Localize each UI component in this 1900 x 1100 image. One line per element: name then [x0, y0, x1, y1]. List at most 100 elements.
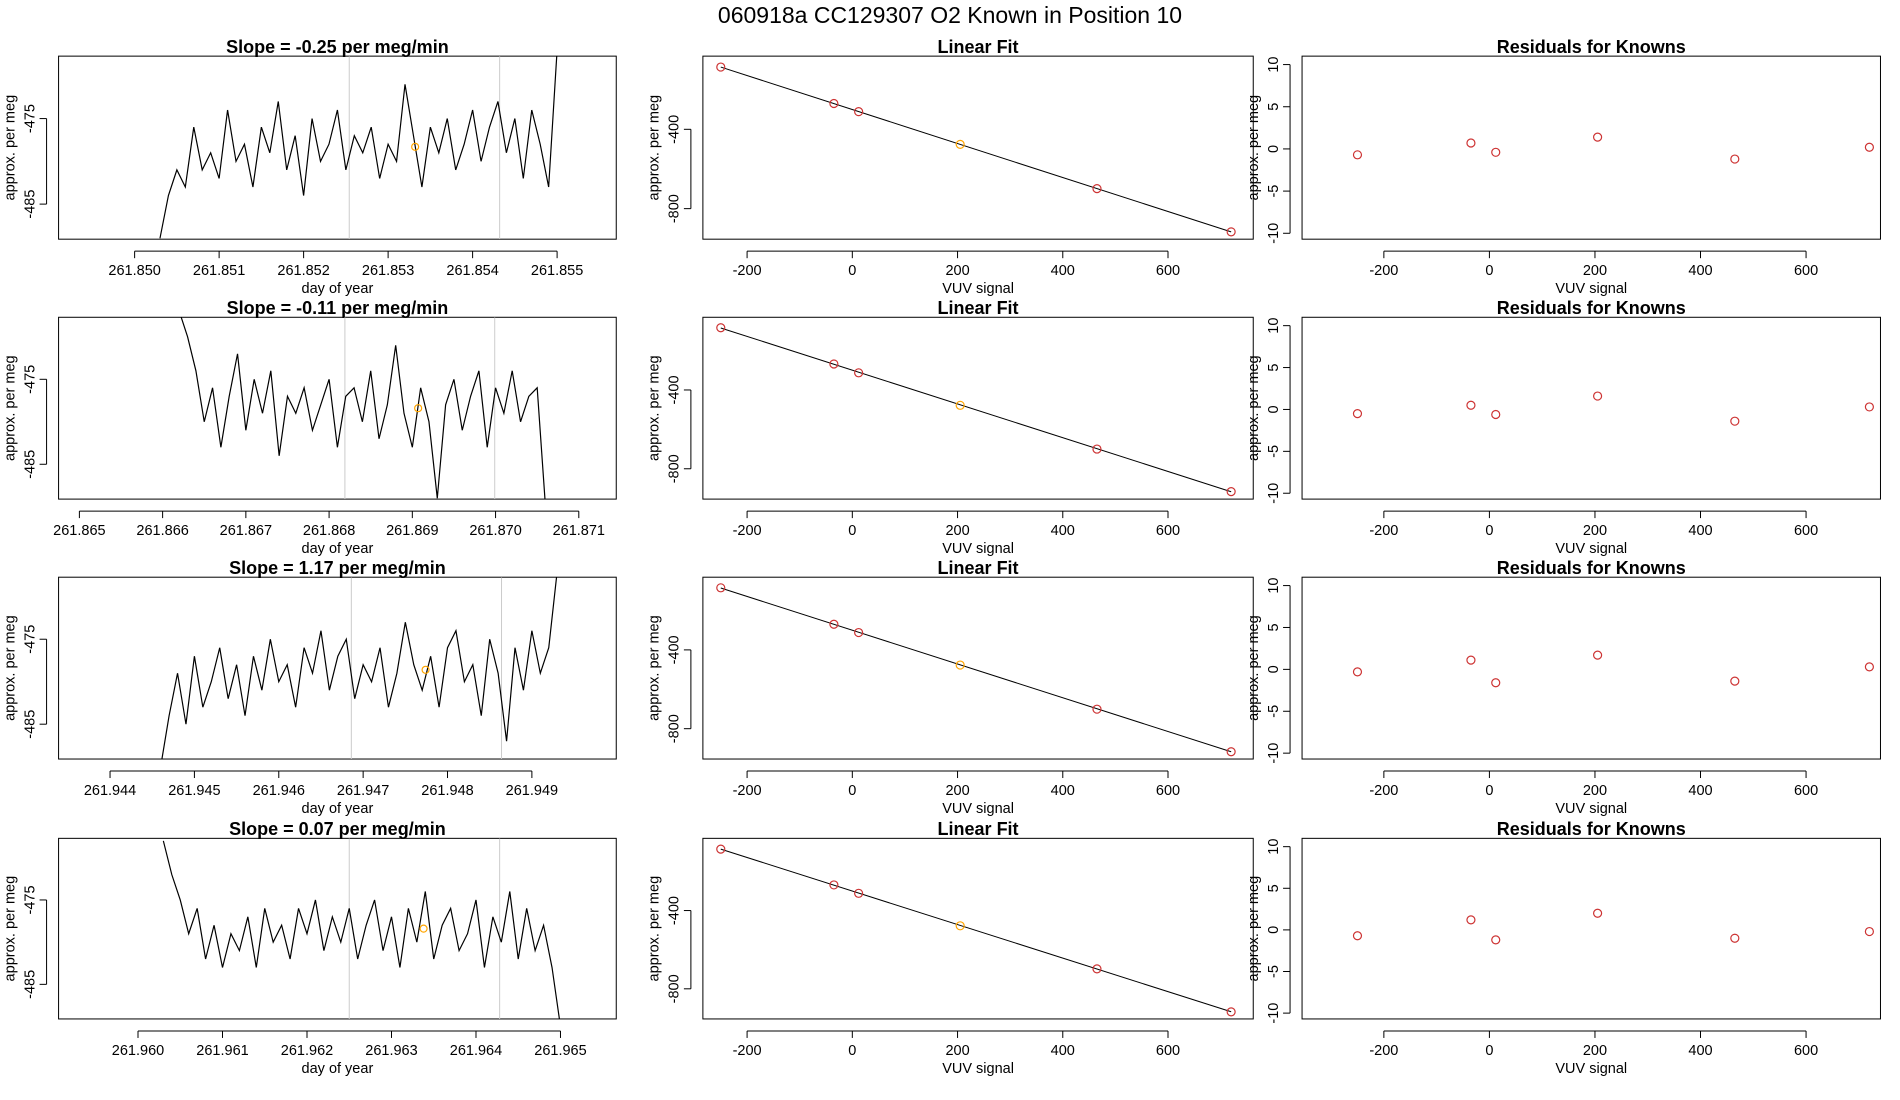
x-axis-label: day of year — [302, 541, 374, 557]
point — [1730, 933, 1740, 943]
x-tick-label: 600 — [1156, 523, 1180, 539]
x-tick-label: 261.960 — [112, 1043, 164, 1059]
plot-area — [180, 317, 546, 500]
point — [955, 139, 965, 149]
y-tick-label: -485 — [22, 970, 38, 999]
point — [1864, 662, 1874, 672]
x-tick-label: 600 — [1794, 523, 1818, 539]
y-tick-label: -400 — [667, 375, 683, 404]
fit-line — [720, 327, 1232, 493]
x-tick-label: 200 — [945, 523, 969, 539]
point — [1226, 487, 1236, 497]
y-tick-label: -400 — [667, 635, 683, 664]
x-tick-label: 261.868 — [303, 523, 355, 539]
series-line — [180, 317, 546, 500]
x-tick-label: 600 — [1794, 263, 1818, 279]
panel-title: Linear Fit — [938, 558, 1019, 578]
x-axis-label: day of year — [302, 1061, 374, 1077]
point — [1864, 402, 1874, 412]
point — [1466, 655, 1476, 665]
y-axis-label: approx. per meg — [647, 355, 663, 461]
y-tick-label: -475 — [22, 104, 38, 133]
fit-line — [720, 587, 1232, 753]
plot-area — [1352, 908, 1874, 945]
x-axis-label: day of year — [302, 281, 374, 297]
x-tick-label: 400 — [1688, 263, 1712, 279]
y-tick-label: 0 — [1266, 665, 1282, 673]
x-tick-label: 261.944 — [84, 783, 136, 799]
panel: Slope = -0.25 per meg/min 261.850 261.851 2… — [2, 37, 617, 297]
x-tick-label: 261.865 — [53, 523, 105, 539]
x-tick-label: 600 — [1156, 1043, 1180, 1059]
plot-box — [58, 576, 617, 760]
x-tick-label: 261.946 — [253, 783, 305, 799]
y-tick-label: -10 — [1266, 743, 1282, 764]
plot-area — [161, 577, 558, 760]
y-tick-label: -475 — [22, 365, 38, 394]
plot-box — [1301, 576, 1881, 760]
x-tick-label: 261.961 — [196, 1043, 248, 1059]
panel: Linear Fit -200 0 200 400 600 -400 -800 VUV sign… — [647, 37, 1254, 297]
point — [1466, 138, 1476, 148]
y-tick-label: 10 — [1266, 56, 1282, 72]
x-tick-label: 261.866 — [136, 523, 188, 539]
fit-line — [720, 66, 1232, 233]
x-tick-label: -200 — [1369, 1043, 1398, 1059]
y-axis-label: approx. per meg — [2, 355, 18, 461]
x-tick-label: 400 — [1051, 783, 1075, 799]
x-tick-label: 200 — [1583, 783, 1607, 799]
point — [955, 400, 965, 410]
plot-area — [716, 62, 1236, 237]
point — [854, 888, 864, 898]
plot-box — [1301, 316, 1881, 500]
point — [854, 107, 864, 117]
panel: Slope = 0.07 per meg/min 261.960 261.961 26… — [2, 819, 617, 1077]
panel: Linear Fit -200 0 200 400 600 -400 -800 VUV sign… — [647, 819, 1254, 1077]
panel: Residuals for Knowns -200 0 200 400 600 -10 -5 0… — [1246, 558, 1881, 817]
panel-title: Slope = -0.11 per meg/min — [227, 298, 449, 318]
y-axis-label: approx. per meg — [2, 615, 18, 721]
x-tick-label: 261.947 — [337, 783, 389, 799]
y-tick-label: -800 — [667, 454, 683, 483]
panel-title: Slope = 0.07 per meg/min — [229, 819, 446, 839]
point — [716, 62, 726, 72]
x-tick-label: 200 — [1583, 1043, 1607, 1059]
point — [1092, 704, 1102, 714]
y-axis-label: approx. per meg — [647, 876, 663, 982]
x-tick-label: 600 — [1156, 263, 1180, 279]
panel-title: Residuals for Knowns — [1497, 37, 1686, 57]
x-axis-label: VUV signal — [942, 281, 1014, 297]
x-tick-label: 261.948 — [421, 783, 473, 799]
x-axis-label: VUV signal — [942, 801, 1014, 817]
y-tick-label: -10 — [1266, 483, 1282, 504]
y-tick-label: 0 — [1266, 405, 1282, 413]
x-tick-label: 0 — [1485, 783, 1493, 799]
point — [1352, 931, 1363, 941]
x-axis-label: VUV signal — [942, 541, 1014, 557]
x-tick-label: 261.871 — [553, 523, 605, 539]
y-tick-label: -400 — [667, 115, 683, 144]
known-point — [411, 142, 420, 151]
y-tick-label: -475 — [22, 885, 38, 914]
series-line — [161, 577, 558, 760]
point — [1226, 1007, 1236, 1017]
point — [854, 368, 864, 378]
point — [955, 921, 965, 931]
y-tick-label: 10 — [1266, 578, 1282, 594]
fit-line — [720, 848, 1232, 1013]
y-tick-label: 5 — [1266, 364, 1282, 372]
panel: Linear Fit -200 0 200 400 600 -400 -800 VUV sign… — [647, 558, 1254, 817]
y-axis-label: approx. per meg — [2, 95, 18, 201]
y-axis-label: approx. per meg — [1246, 355, 1262, 461]
y-axis-label: approx. per meg — [647, 615, 663, 721]
point — [1592, 650, 1603, 660]
x-tick-label: 200 — [1583, 523, 1607, 539]
x-tick-label: 261.855 — [531, 263, 583, 279]
panel-title: Linear Fit — [938, 819, 1019, 839]
point — [1491, 935, 1501, 945]
plot-area — [159, 56, 558, 240]
plot-box — [58, 837, 617, 1020]
y-tick-label: 0 — [1266, 145, 1282, 153]
plot-box — [702, 576, 1254, 760]
point — [829, 98, 839, 109]
